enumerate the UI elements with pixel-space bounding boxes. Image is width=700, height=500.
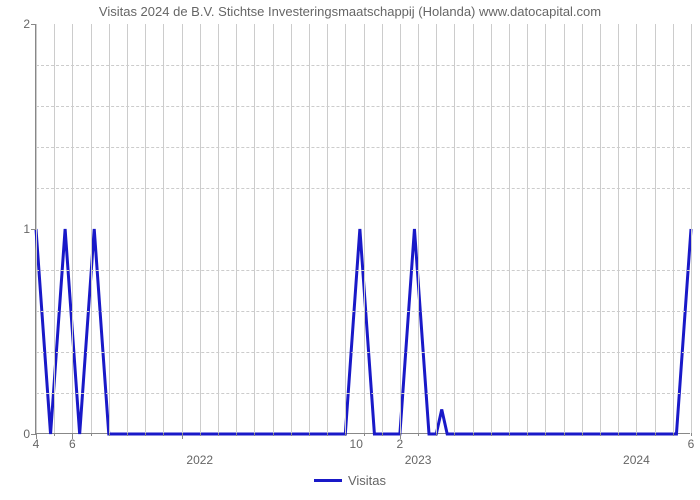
chart-container: { "chart": { "type": "line", "title": "V…	[0, 0, 700, 500]
xtick-minor	[564, 433, 565, 436]
xtick-minor	[54, 433, 55, 436]
gridline-vertical	[636, 24, 637, 433]
xtick-minor	[145, 433, 146, 436]
gridline-vertical	[473, 24, 474, 433]
plot-area: 012462106202220232024	[35, 24, 690, 434]
gridline-vertical	[527, 24, 528, 433]
gridline-vertical	[91, 24, 92, 433]
xtick-minor	[91, 433, 92, 436]
gridline-horizontal	[36, 188, 690, 189]
gridline-vertical	[36, 24, 37, 433]
gridline-vertical	[236, 24, 237, 433]
xtick-minor	[218, 433, 219, 436]
xtick-minor	[254, 433, 255, 436]
chart-title: Visitas 2024 de B.V. Stichtse Investerin…	[0, 4, 700, 19]
xtick-label: 4	[33, 433, 40, 451]
xtick-minor	[600, 433, 601, 436]
gridline-vertical	[564, 24, 565, 433]
xtick-label: 6	[688, 433, 695, 451]
gridline-vertical	[109, 24, 110, 433]
legend-label: Visitas	[348, 473, 386, 488]
xtick-minor	[327, 433, 328, 436]
xtick-minor	[527, 433, 528, 436]
xtick-minor	[618, 433, 619, 436]
gridline-horizontal	[36, 311, 690, 312]
gridline-vertical	[127, 24, 128, 433]
gridline-vertical	[509, 24, 510, 433]
xtick-minor	[109, 433, 110, 436]
xtick-minor	[473, 433, 474, 436]
gridline-vertical	[182, 24, 183, 433]
xtick-minor	[436, 433, 437, 436]
gridline-vertical	[254, 24, 255, 433]
gridline-vertical	[491, 24, 492, 433]
gridline-horizontal	[36, 393, 690, 394]
xtick-year-label: 2022	[186, 433, 213, 467]
gridline-vertical	[218, 24, 219, 433]
ytick-mark	[31, 229, 36, 230]
gridline-vertical	[364, 24, 365, 433]
xtick-year-label: 2023	[405, 433, 432, 467]
gridline-horizontal	[36, 65, 690, 66]
gridline-vertical	[54, 24, 55, 433]
gridline-horizontal	[36, 270, 690, 271]
gridline-horizontal	[36, 352, 690, 353]
gridline-vertical	[545, 24, 546, 433]
gridline-vertical	[454, 24, 455, 433]
xtick-minor	[364, 433, 365, 436]
gridline-vertical	[600, 24, 601, 433]
xtick-label: 2	[397, 433, 404, 451]
xtick-minor	[382, 433, 383, 436]
gridline-vertical	[72, 24, 73, 433]
gridline-vertical	[382, 24, 383, 433]
gridline-vertical	[673, 24, 674, 433]
legend: Visitas	[0, 472, 700, 488]
xtick-minor	[673, 433, 674, 436]
xtick-label: 10	[350, 433, 363, 451]
gridline-vertical	[400, 24, 401, 433]
xtick-label: 6	[69, 433, 76, 451]
gridline-vertical	[309, 24, 310, 433]
gridline-vertical	[291, 24, 292, 433]
xtick-major	[182, 433, 183, 439]
xtick-minor	[582, 433, 583, 436]
gridline-vertical	[582, 24, 583, 433]
xtick-minor	[291, 433, 292, 436]
gridline-horizontal	[36, 147, 690, 148]
gridline-vertical	[436, 24, 437, 433]
xtick-year-label: 2024	[623, 433, 650, 467]
gridline-horizontal	[36, 106, 690, 107]
xtick-minor	[345, 433, 346, 436]
gridline-vertical	[327, 24, 328, 433]
gridline-vertical	[163, 24, 164, 433]
xtick-minor	[163, 433, 164, 436]
gridline-vertical	[200, 24, 201, 433]
gridline-vertical	[691, 24, 692, 433]
xtick-minor	[545, 433, 546, 436]
gridline-vertical	[418, 24, 419, 433]
gridline-vertical	[145, 24, 146, 433]
ytick-mark	[31, 24, 36, 25]
xtick-minor	[309, 433, 310, 436]
legend-swatch	[314, 479, 342, 482]
gridline-vertical	[618, 24, 619, 433]
xtick-minor	[655, 433, 656, 436]
xtick-minor	[236, 433, 237, 436]
xtick-minor	[273, 433, 274, 436]
xtick-minor	[509, 433, 510, 436]
xtick-minor	[127, 433, 128, 436]
gridline-vertical	[345, 24, 346, 433]
gridline-vertical	[655, 24, 656, 433]
gridline-vertical	[273, 24, 274, 433]
xtick-minor	[491, 433, 492, 436]
xtick-minor	[454, 433, 455, 436]
